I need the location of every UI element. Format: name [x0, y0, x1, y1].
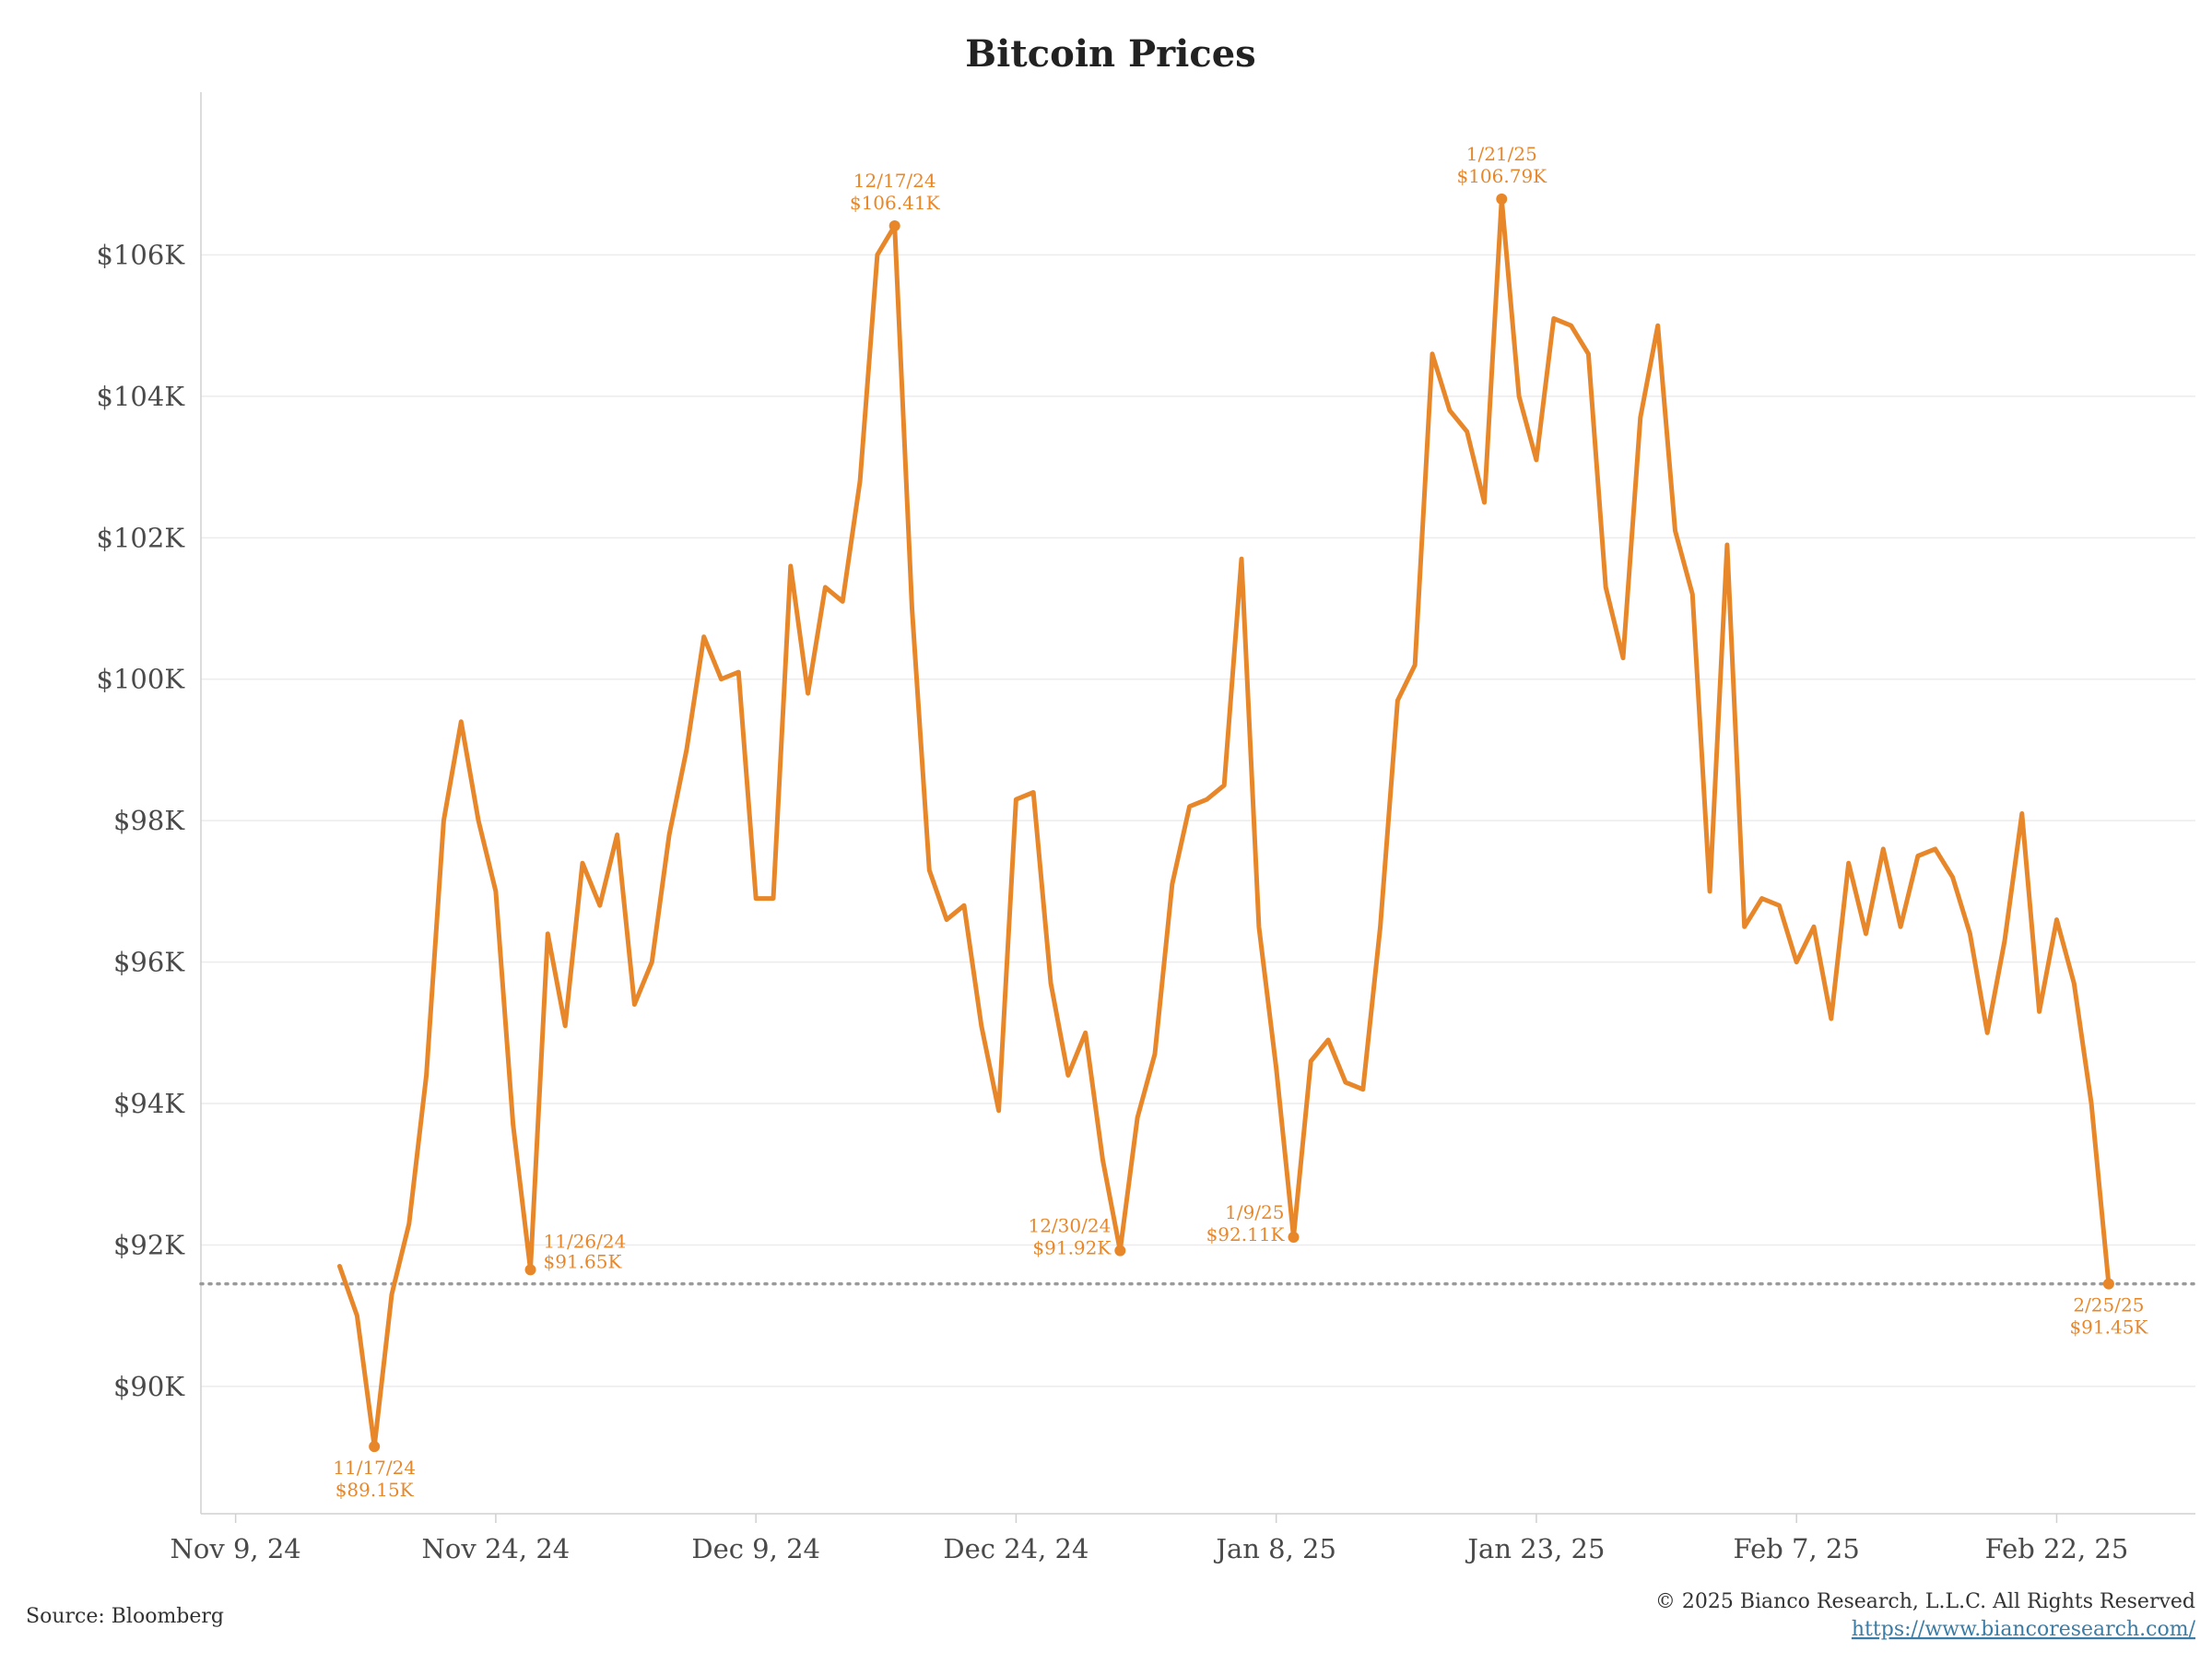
website-link[interactable]: https://www.biancoresearch.com/ [1852, 1618, 2196, 1641]
annotation-date-label: 11/17/24 [333, 1457, 416, 1479]
y-tick-label: $92K [113, 1229, 185, 1260]
x-tick-label: Dec 9, 24 [691, 1533, 820, 1564]
source-note: Source: Bloomberg [26, 1605, 224, 1628]
annotation-value-label: $89.15K [335, 1479, 415, 1501]
x-tick-label: Feb 22, 25 [1985, 1533, 2129, 1564]
annotation-value-label: $106.41K [850, 192, 941, 214]
y-tick-label: $106K [97, 239, 186, 270]
y-tick-label: $104K [97, 381, 186, 412]
annotation-date-label: 1/9/25 [1225, 1201, 1284, 1223]
annotation-marker [524, 1264, 536, 1276]
annotation-date-label: 12/30/24 [1028, 1215, 1111, 1237]
annotation-layer: 11/17/24$89.15K11/26/24$91.65K12/17/24$1… [333, 143, 2148, 1501]
y-tick-label: $94K [113, 1088, 185, 1119]
series-layer [337, 196, 2112, 1449]
annotation-value-label: $91.65K [544, 1250, 623, 1272]
y-tick-label: $90K [113, 1371, 185, 1402]
chart-title: Bitcoin Prices [965, 32, 1255, 76]
annotation-value-label: $106.79K [1456, 165, 1547, 187]
annotation-marker [1114, 1245, 1126, 1257]
x-tick-label: Dec 24, 24 [943, 1533, 1088, 1564]
annotation-marker [1496, 193, 1508, 205]
annotation-date-label: 12/17/24 [853, 170, 936, 192]
y-tick-label: $96K [113, 947, 185, 978]
y-tick-label: $100K [97, 664, 186, 695]
annotation-marker [2102, 1278, 2114, 1290]
y-tick-label: $102K [97, 522, 186, 553]
axes: $90K $92K $94K $96K $98K $100K $102K $104K $106K… [97, 92, 2195, 1564]
annotation-date-label: 2/25/25 [2073, 1294, 2144, 1316]
x-tick-label: Feb 7, 25 [1734, 1533, 1860, 1564]
annotation-date-label: 1/21/25 [1466, 143, 1537, 165]
price-series-line [337, 196, 2112, 1449]
annotation-marker [1288, 1232, 1300, 1244]
x-tick-label: Nov 24, 24 [422, 1533, 571, 1564]
y-tick-label: $98K [113, 805, 185, 836]
x-tick-label: Nov 9, 24 [171, 1533, 301, 1564]
copyright-notice: © 2025 Bianco Research, L.L.C. All Right… [1655, 1590, 2195, 1613]
annotation-value-label: $91.92K [1032, 1237, 1112, 1259]
annotation-marker [369, 1441, 381, 1453]
annotation-marker [888, 219, 900, 231]
x-tick-label: Jan 23, 25 [1465, 1533, 1605, 1564]
annotation-value-label: $91.45K [2069, 1316, 2148, 1339]
annotation-value-label: $92.11K [1206, 1223, 1286, 1245]
x-tick-label: Jan 8, 25 [1213, 1533, 1336, 1564]
annotation-date-label: 11/26/24 [544, 1230, 627, 1252]
